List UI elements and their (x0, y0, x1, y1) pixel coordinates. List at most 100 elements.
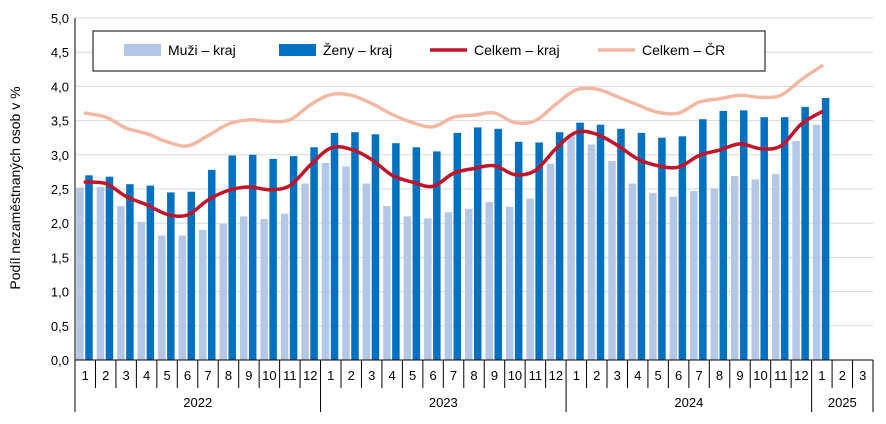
bar-muzi (301, 183, 309, 360)
bar-zeny (248, 154, 257, 360)
bar-muzi (444, 212, 453, 360)
x-tick-label: 5 (163, 368, 170, 383)
x-tick-label: 7 (695, 368, 702, 383)
bar-zeny (740, 110, 748, 360)
x-tick-label: 10 (262, 368, 276, 383)
x-tick-label: 4 (634, 368, 641, 383)
bar-zeny (474, 127, 482, 360)
bar-muzi (76, 187, 84, 360)
x-tick-label: 12 (303, 368, 317, 383)
bar-zeny (658, 137, 666, 360)
legend-label: Celkem – kraj (474, 42, 560, 58)
year-label: 2024 (674, 395, 703, 410)
bar-muzi (505, 206, 514, 360)
bar-zeny (289, 156, 298, 360)
x-tick-label: 9 (245, 368, 252, 383)
line-layer (83, 64, 824, 219)
legend-swatch (124, 44, 161, 56)
x-tick-label: 2 (102, 368, 109, 383)
bar-zeny (105, 176, 114, 360)
bar-zeny (126, 184, 134, 360)
x-tick-label: 6 (184, 368, 191, 383)
bar-muzi (280, 213, 289, 360)
x-tick-label: 5 (655, 368, 662, 383)
x-tick-label: 8 (470, 368, 477, 383)
y-tick-label: 2,5 (51, 182, 69, 197)
bar-muzi (771, 173, 780, 360)
axis-layer: 0,00,51,01,52,02,53,03,54,04,55,01 2 3 4 5 6 7… (51, 11, 874, 412)
bar-muzi (199, 230, 207, 360)
bar-muzi (219, 223, 227, 360)
x-tick-label: 4 (389, 368, 396, 383)
bar-zeny (433, 151, 441, 360)
bar-zeny (760, 117, 768, 361)
y-tick-label: 3,5 (51, 114, 69, 129)
legend-label: Ženy – kraj (323, 42, 392, 58)
bar-muzi (731, 176, 739, 360)
legend-box (92, 30, 766, 72)
y-tick-label: 0,5 (51, 319, 69, 334)
x-tick-label: 2 (839, 368, 846, 383)
bar-zeny (637, 132, 646, 360)
bar-muzi (117, 206, 125, 360)
x-tick-label: 6 (429, 368, 436, 383)
bar-zeny (412, 147, 421, 360)
bar-zeny (187, 191, 196, 360)
y-axis-label: Podíl nezaměstnaných osob v % (7, 86, 23, 289)
bar-zeny (514, 141, 523, 360)
y-tick-label: 2,0 (51, 216, 69, 231)
x-tick-label: 2 (348, 368, 355, 383)
bar-zeny (392, 143, 400, 360)
bar-zeny (678, 136, 687, 360)
year-label: 2022 (183, 395, 212, 410)
bar-muzi (485, 201, 493, 360)
bar-zeny (310, 147, 318, 360)
bar-muzi (751, 179, 759, 360)
year-label: 2023 (429, 395, 458, 410)
x-tick-label: 3 (368, 368, 375, 383)
bar-zeny (535, 142, 543, 360)
x-tick-label: 6 (675, 368, 682, 383)
x-tick-label: 7 (450, 368, 457, 383)
x-tick-label: 3 (614, 368, 621, 383)
bar-muzi (96, 186, 105, 360)
year-label: 2025 (828, 395, 857, 410)
bar-zeny (453, 132, 462, 360)
bar-muzi (628, 183, 637, 360)
bar-zeny (228, 155, 236, 360)
x-tick-label: 10 (753, 368, 767, 383)
bar-muzi (710, 188, 719, 360)
y-tick-label: 4,0 (51, 79, 69, 94)
x-tick-label: 1 (818, 368, 825, 383)
bar-muzi (690, 191, 698, 360)
x-tick-label: 12 (794, 368, 808, 383)
bar-zeny (719, 111, 728, 360)
x-tick-label: 7 (204, 368, 211, 383)
x-tick-label: 8 (716, 368, 723, 383)
y-tick-label: 1,5 (51, 250, 69, 265)
bar-muzi (526, 198, 534, 360)
bar-muzi (567, 134, 575, 360)
bar-zeny (146, 185, 155, 360)
y-tick-label: 5,0 (51, 11, 69, 26)
bar-muzi (812, 124, 821, 360)
y-tick-label: 4,5 (51, 45, 69, 60)
bar-muzi (587, 144, 596, 360)
bar-zeny (617, 128, 625, 360)
y-tick-label: 3,0 (51, 148, 69, 163)
bar-muzi (608, 160, 616, 360)
x-tick-label: 2 (593, 368, 600, 383)
bar-zeny (699, 119, 707, 361)
bar-muzi (239, 216, 248, 360)
x-tick-label: 4 (143, 368, 150, 383)
bar-zeny (494, 128, 502, 360)
bar-muzi (649, 193, 657, 360)
bar-muzi (546, 163, 555, 360)
bar-zeny (167, 192, 175, 360)
bar-layer (76, 98, 830, 361)
bar-muzi (383, 206, 391, 360)
bar-zeny (85, 175, 93, 360)
x-tick-label: 9 (491, 368, 498, 383)
bar-muzi (424, 218, 432, 360)
